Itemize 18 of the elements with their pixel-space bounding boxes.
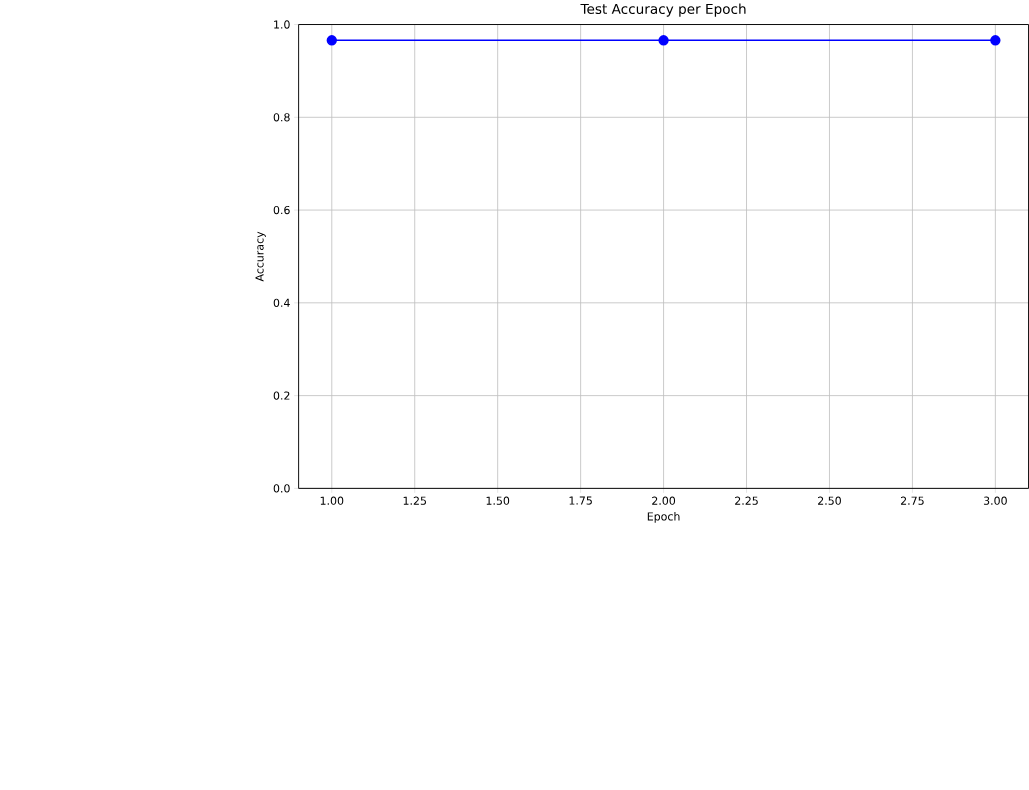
x-tick-label: 2.00	[652, 496, 676, 505]
x-tick-label: 1.50	[486, 496, 510, 505]
x-tick-label: 1.00	[320, 496, 344, 505]
x-tick-label: 1.75	[569, 496, 592, 505]
y-tick-label: 0.8	[273, 113, 290, 122]
x-tick-label: 1.25	[403, 496, 426, 505]
y-tick-label: 0.6	[273, 205, 290, 215]
y-axis-title: Accuracy	[255, 231, 266, 282]
x-tick-label: 3.00	[983, 496, 1007, 505]
x-tick-label: 2.25	[735, 496, 758, 505]
y-tick-label: 0.2	[273, 391, 290, 400]
y-tick-label: 0.0	[273, 484, 290, 493]
y-tick-label: 0.4	[273, 298, 290, 308]
x-tick-label: 2.75	[900, 496, 924, 505]
chart-title: Test Accuracy per Epoch	[580, 3, 746, 17]
x-tick-label: 2.50	[818, 496, 841, 505]
y-tick-label: 1.0	[274, 20, 290, 29]
x-axis-title: Epoch	[647, 512, 680, 523]
